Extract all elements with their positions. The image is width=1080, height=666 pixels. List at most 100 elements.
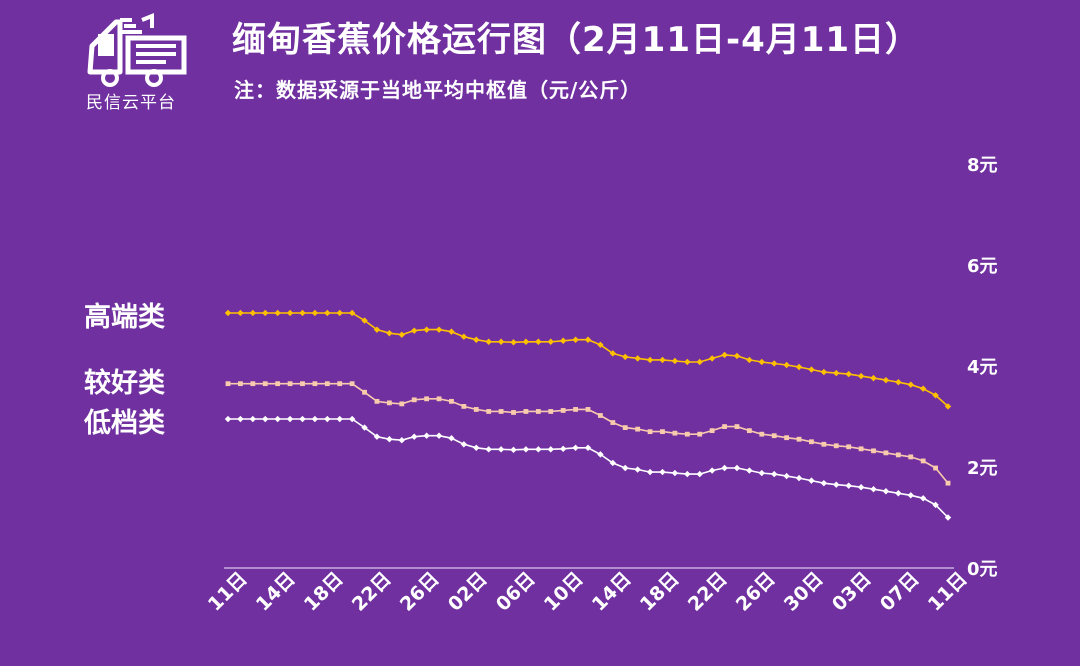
data-point [672, 430, 678, 436]
data-point [647, 429, 653, 435]
data-point [262, 415, 269, 423]
data-point [435, 432, 443, 439]
data-point [783, 472, 790, 480]
data-point [225, 381, 231, 387]
data-point [522, 338, 530, 345]
data-point [238, 381, 243, 387]
data-point [882, 376, 890, 384]
data-point [460, 441, 468, 448]
data-point [808, 477, 815, 484]
data-point [820, 479, 828, 487]
data-point [671, 357, 679, 365]
data-point [759, 431, 765, 437]
data-point [473, 444, 480, 452]
x-tick-label: 22日 [684, 568, 732, 616]
x-tick-label: 18日 [300, 568, 348, 616]
data-point [573, 407, 578, 412]
x-tick-label: 14日 [588, 568, 636, 616]
data-point [349, 381, 355, 387]
data-point [808, 366, 815, 373]
data-point [871, 448, 876, 454]
data-point [634, 355, 641, 362]
data-point [336, 415, 343, 423]
data-point [845, 482, 852, 489]
data-point [907, 381, 914, 388]
brand-name: 民信云平台 [86, 93, 176, 113]
data-point [286, 415, 294, 423]
data-point [758, 358, 765, 366]
truck-logo-icon [87, 13, 187, 87]
data-point [945, 480, 951, 486]
data-point [684, 470, 691, 478]
data-point [895, 452, 901, 458]
y-tick-label: 2元 [967, 458, 998, 479]
data-point [734, 424, 740, 429]
data-point [796, 436, 802, 442]
y-tick-label: 6元 [967, 256, 998, 277]
data-point [882, 488, 890, 495]
data-point [424, 396, 430, 402]
data-point [249, 415, 257, 423]
data-point [883, 450, 889, 456]
data-point [758, 469, 765, 477]
y-tick-label: 0元 [967, 559, 998, 580]
data-point [697, 431, 703, 437]
data-point [362, 389, 367, 395]
data-point [572, 336, 579, 343]
data-point [660, 429, 665, 435]
x-tick-label: 26日 [396, 568, 444, 616]
data-point [411, 433, 418, 440]
x-axis: 11日 14日 18日 22日 26日 02日 06日 10日 14日 18日 22日 26日 30日 0… [204, 568, 972, 616]
data-point [908, 454, 914, 460]
data-point [448, 328, 455, 335]
data-point [535, 446, 542, 453]
data-point [696, 358, 703, 366]
chart-title: 缅甸香蕉价格运行图（2月11日-4月11日） [232, 20, 921, 60]
data-point [448, 435, 455, 442]
series-line [228, 418, 949, 519]
data-point [721, 464, 728, 472]
data-point [485, 446, 492, 453]
data-point [809, 439, 814, 445]
data-point [932, 501, 939, 509]
data-point [398, 331, 405, 338]
data-point [597, 341, 604, 348]
data-point [449, 398, 454, 404]
data-point [348, 415, 356, 423]
data-point [373, 326, 381, 333]
series-group [224, 309, 952, 521]
data-point [609, 350, 617, 357]
data-point [473, 407, 479, 412]
data-point [684, 431, 690, 437]
x-tick-label: 11日 [204, 568, 252, 616]
x-tick-label: 07日 [876, 568, 924, 616]
x-tick-label: 22日 [348, 568, 396, 616]
data-point [559, 445, 567, 453]
data-point [324, 309, 331, 317]
data-point [771, 433, 777, 439]
data-point [399, 401, 405, 407]
data-point [795, 363, 803, 371]
data-point [795, 474, 803, 482]
x-tick-label: 02日 [444, 568, 492, 616]
data-point [460, 333, 468, 340]
data-point [237, 415, 244, 423]
series-label: 低档类 [83, 408, 165, 439]
data-point [498, 409, 504, 414]
data-point [833, 369, 840, 377]
data-point [274, 309, 281, 317]
data-point [659, 356, 666, 364]
data-point [311, 309, 319, 317]
data-point [324, 381, 330, 387]
series-2 [224, 415, 952, 521]
data-point [784, 435, 790, 441]
data-point [622, 353, 629, 361]
data-point [287, 381, 293, 387]
data-point [311, 415, 319, 423]
data-point [336, 309, 343, 317]
series-label: 较好类 [84, 367, 165, 399]
data-point [361, 424, 368, 431]
data-point [436, 396, 442, 402]
data-point [597, 451, 604, 458]
